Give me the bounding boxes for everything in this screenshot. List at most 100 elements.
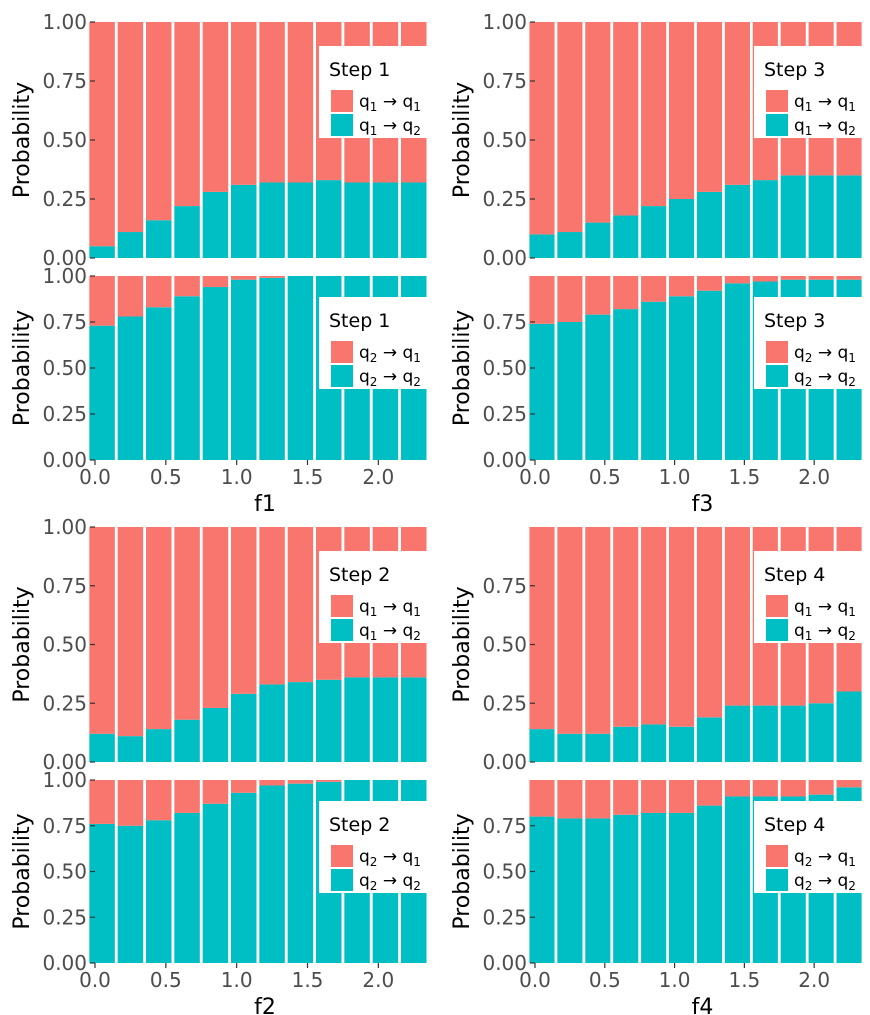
bar-q1q1-4 [641,527,667,725]
bar-q1q2-8 [752,180,778,258]
legend-title: Step 4 [764,814,825,836]
bar-q2q2-2 [585,818,611,963]
y-tick-label: 0.50 [482,633,527,657]
bar-q2q1-5 [669,276,695,297]
legend-key [766,869,788,891]
x-tick-label: 1.0 [659,968,691,992]
legend-label: q1 → q2 [794,116,856,138]
bar-q1q2-9 [780,175,806,258]
bar-q1q1-7 [724,22,750,185]
bar-q2q2-3 [613,309,639,460]
legend-label: q1 → q2 [794,621,856,643]
bar-q2q1-4 [202,276,229,288]
legend-key [331,595,353,617]
bar-q2q2-0 [89,823,115,963]
bar-q2q2-7 [724,796,750,963]
bar-q2q1-6 [259,276,285,278]
bar-q1q1-0 [89,527,115,734]
y-tick-label: 0.75 [482,69,527,93]
legend-label: q2 → q2 [359,871,421,893]
bar-q2q2-1 [557,322,583,460]
bar-q1q1-3 [613,527,639,727]
bar-q1q2-4 [202,707,229,762]
x-tick-label: 0.5 [150,465,182,489]
bar-q2q2-7 [287,783,314,963]
bar-q1q2-10 [808,703,834,762]
bar-q2q1-6 [259,780,285,786]
y-tick-label: 0.50 [482,356,527,380]
bar-q2q2-5 [669,812,695,963]
bar-q2q1-0 [529,276,555,324]
legend-key [331,365,353,387]
bar-q2q1-3 [174,780,200,813]
y-tick-label: 0.50 [42,128,87,152]
bar-q1q1-6 [259,22,285,183]
bar-q2q2-0 [529,816,555,963]
bar-q1q2-6 [259,182,285,258]
x-tick-label: 1.5 [728,465,760,489]
legend-label: q1 → q1 [794,597,856,619]
legend-title: Step 1 [329,310,390,332]
bar-q1q2-10 [372,677,399,762]
legend-title: Step 3 [764,59,825,81]
legend-key [331,869,353,891]
bar-q2q2-2 [585,314,611,460]
bar-q1q2-9 [780,705,806,762]
bar-q2q2-6 [696,290,723,460]
bar-q1q1-0 [89,22,115,247]
y-tick-label: 0.75 [482,574,527,598]
bar-q2q1-4 [641,780,667,813]
bar-q2q1-1 [557,276,583,322]
legend-key [766,365,788,387]
bar-q1q2-7 [724,184,750,258]
legend-key [766,845,788,867]
bar-q2q1-4 [641,276,667,302]
y-tick-label: 0.00 [42,750,87,774]
bar-q1q1-1 [557,22,583,233]
bar-q2q1-2 [585,780,611,819]
bar-q1q1-5 [231,22,257,185]
bar-q2q1-8 [752,780,778,797]
panel-6: 0.00 0.25 0.50 0.75 1.00 Probability 0.0 0.5 1.0… [10,768,435,1015]
legend-label: q1 → q2 [359,621,421,643]
bar-q2q2-3 [174,296,200,460]
bar-q1q1-4 [641,22,667,207]
y-tick-label: 0.50 [42,860,87,884]
bar-q2q1-4 [202,780,229,804]
legend-key [766,114,788,136]
bar-q2q2-2 [146,820,172,963]
y-tick-label: 0.25 [42,905,87,929]
panel-5: 0.00 0.25 0.50 0.75 1.00 Probability Step 2 q1 … [10,515,435,774]
bar-q1q1-7 [724,527,750,706]
legend-label: q1 → q1 [359,597,421,619]
legend-key [766,619,788,641]
bar-q1q1-0 [529,22,555,235]
bar-q1q2-11 [401,677,427,762]
x-tick-label: 0.0 [79,968,111,992]
bar-q1q2-0 [529,729,555,762]
y-tick-label: 0.25 [42,187,87,211]
panel-4: 0.00 0.25 0.50 0.75 Probability 0.0 0.5 1.0 1.5 2… [450,276,870,517]
bar-q2q1-9 [780,780,806,797]
bar-q2q1-10 [808,780,834,795]
x-tick-label: 2.0 [798,465,830,489]
bar-q1q2-11 [836,175,862,258]
y-tick-label: 0.75 [482,814,527,838]
panel-7: 0.00 0.25 0.50 0.75 Probability Step 4 q1 → q1… [450,527,870,774]
bar-q1q2-8 [316,679,342,762]
bar-q1q1-6 [696,22,723,192]
bar-q1q2-6 [696,717,723,762]
legend-label: q1 → q1 [359,92,421,114]
bar-q2q2-7 [724,283,750,460]
y-axis-title: Probability [450,586,475,702]
y-tick-label: 0.75 [42,310,87,334]
bar-q1q2-1 [557,232,583,258]
legend-label: q2 → q1 [794,847,856,869]
bar-q1q2-5 [669,199,695,258]
y-tick-label: 0.50 [42,356,87,380]
y-axis-title: Probability [450,310,475,426]
